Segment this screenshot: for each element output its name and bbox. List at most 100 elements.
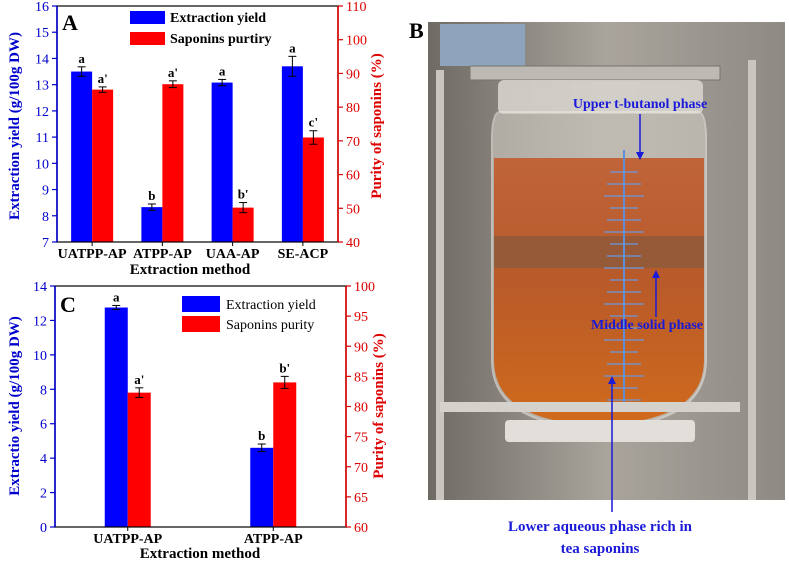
y-tick-label: 12: [35, 105, 49, 120]
y2-tick-label: 40: [346, 236, 360, 251]
significance-label: a: [289, 40, 296, 55]
significance-label: b': [238, 187, 249, 202]
panel-a-legend: Extraction yield Saponins purtiry: [130, 11, 272, 47]
category-tick-label: SE-ACP: [278, 247, 329, 262]
middle-solid-layer: [494, 236, 704, 268]
y2-tick-label: 60: [354, 521, 368, 536]
panel-a-xlabel: Extraction method: [130, 262, 251, 278]
y-tick-label: 7: [42, 236, 49, 251]
annotation-upper-phase: Upper t-butanol phase: [573, 97, 707, 112]
y-tick-label: 8: [40, 383, 47, 398]
y-tick-label: 2: [40, 487, 47, 502]
significance-label: a': [168, 65, 178, 80]
y2-tick-label: 95: [354, 310, 368, 325]
bar-yield: [71, 71, 93, 242]
coil-rungs: [604, 171, 644, 401]
bar-yield: [211, 82, 233, 243]
base-ring: [505, 420, 695, 442]
y2-tick-label: 90: [346, 67, 360, 82]
y-tick-label: 11: [36, 131, 49, 146]
panel-a-ylabel: Extraction yield (g/100g DW): [7, 32, 23, 220]
y-tick-label: 10: [35, 157, 49, 172]
arrow-upper-head: [636, 152, 644, 160]
legend-swatch-yield: [130, 11, 165, 24]
bar-yield: [250, 447, 274, 527]
bar-purity: [232, 207, 254, 242]
panel-b-label: B: [409, 18, 424, 43]
y-tick-label: 9: [42, 184, 49, 199]
y-tick-label: 6: [40, 418, 47, 433]
bar-yield: [104, 307, 128, 527]
annotation-middle-phase: Middle solid phase: [591, 318, 703, 333]
panel-c-legend: Extraction yield Saponins purity: [182, 296, 316, 333]
bar-yield: [141, 207, 163, 242]
legend-label-yield: Extraction yield: [170, 11, 266, 26]
y2-tick-label: 85: [354, 370, 368, 385]
arrow-lower-head: [608, 376, 616, 384]
support-rod-right: [748, 60, 756, 500]
significance-label: b: [258, 428, 265, 443]
panel-a-y2label: Purity of saponins (%): [369, 53, 385, 198]
bar-purity: [273, 382, 297, 527]
y-tick-label: 16: [35, 0, 49, 15]
category-tick-label: UATPP-AP: [58, 247, 127, 262]
annotation-lower-phase-line1: Lower aqueous phase rich in: [508, 519, 693, 535]
panel-c-y2label: Purity of saponins (%): [371, 333, 387, 478]
y2-tick-label: 65: [354, 491, 368, 506]
legend-label-purity: Saponins purtiry: [170, 32, 272, 47]
y2-tick-label: 110: [346, 0, 366, 15]
y-tick-label: 8: [42, 210, 49, 225]
significance-label: a': [98, 71, 108, 86]
y-tick-label: 14: [33, 280, 47, 295]
category-tick-label: UAA-AP: [206, 247, 260, 262]
bar-purity: [162, 84, 184, 243]
panel-a-chart: a a' b a' a b' a c' 7 8 9 10 11 12 13 14 15 16 40 50 60 70 8…: [7, 0, 385, 278]
legend-label-purity: Saponins purity: [226, 318, 314, 333]
category-tick-label: ATPP-AP: [244, 532, 303, 547]
y-tick-label: 15: [35, 26, 49, 41]
machine-panel: [440, 24, 525, 66]
bar-purity: [302, 137, 324, 242]
legend-swatch-yield: [182, 296, 220, 312]
y-tick-label: 12: [33, 314, 47, 329]
panel-c-xlabel: Extraction method: [140, 546, 261, 562]
y2-tick-label: 75: [354, 431, 368, 446]
y2-tick-label: 100: [346, 34, 367, 49]
panel-a-label: A: [62, 10, 78, 35]
legend-label-yield: Extraction yield: [226, 298, 316, 313]
base-support: [440, 402, 740, 412]
significance-label: a: [219, 63, 226, 78]
legend-swatch-purity: [130, 32, 165, 45]
y2-tick-label: 60: [346, 169, 360, 184]
bar-purity: [92, 89, 114, 243]
y-tick-label: 14: [35, 52, 49, 67]
y-tick-label: 13: [35, 79, 49, 94]
panel-c-label: C: [60, 292, 76, 317]
bar-purity: [127, 392, 151, 527]
lid: [498, 80, 703, 114]
significance-label: c': [309, 115, 318, 130]
clamp-ring: [469, 65, 721, 81]
legend-swatch-purity: [182, 316, 220, 332]
support-rod-left: [436, 70, 444, 500]
panel-c-chart: a a' b b' 0 2 4 6 8 10 12 14 60 65 70 75 80 85 90 95 100 U…: [7, 280, 387, 562]
y-tick-label: 10: [33, 349, 47, 364]
panel-b-photo: B Upper t-butanol phase Middle solid pha…: [409, 18, 785, 557]
y2-tick-label: 80: [346, 101, 360, 116]
category-tick-label: UATPP-AP: [93, 532, 162, 547]
significance-label: a: [78, 51, 85, 66]
y-tick-label: 4: [40, 452, 47, 467]
y2-tick-label: 80: [354, 401, 368, 416]
annotation-lower-phase-line2: tea saponins: [561, 541, 640, 557]
significance-label: b': [279, 360, 290, 375]
y-tick-label: 0: [40, 521, 47, 536]
y2-tick-label: 70: [354, 461, 368, 476]
panel-c-ylabel: Extractio yield (g/100g DW): [7, 316, 23, 496]
liquid: [494, 158, 704, 425]
y2-tick-label: 90: [354, 340, 368, 355]
significance-label: a': [134, 372, 144, 387]
significance-label: a: [113, 289, 120, 304]
bar-yield: [281, 66, 303, 242]
significance-label: b: [148, 188, 155, 203]
